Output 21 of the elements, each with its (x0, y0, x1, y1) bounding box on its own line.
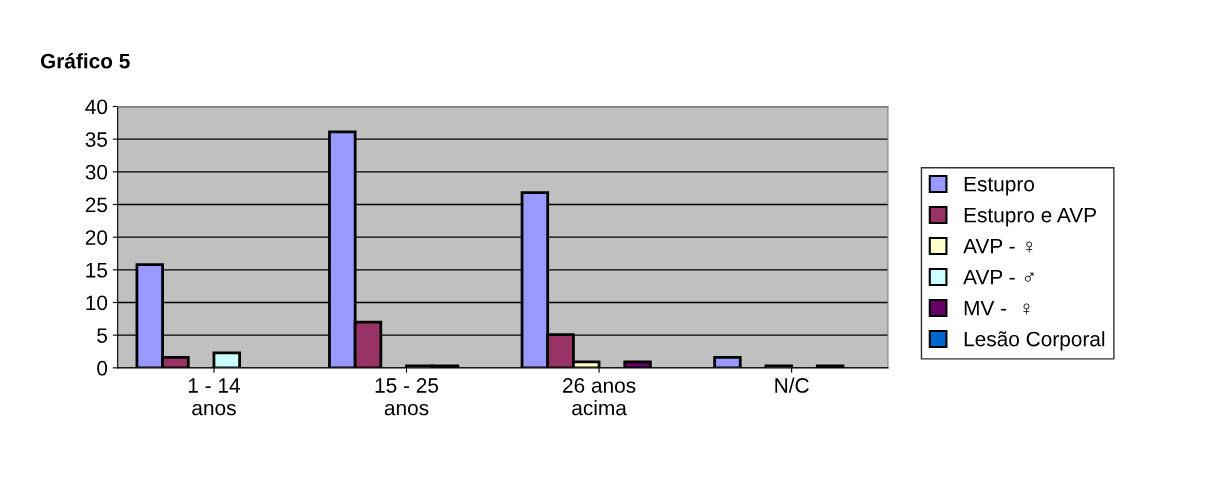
y-tick-label: 0 (97, 360, 108, 376)
y-tick-label: 15 (86, 263, 108, 278)
y-tick-label: 25 (85, 197, 108, 213)
bar (713, 356, 742, 368)
y-tick-label: 20 (85, 230, 108, 245)
legend-label: Estupro e AVP (964, 207, 1096, 227)
legend-label: MV - ♀ (964, 300, 1030, 316)
chart-title: Gráfico 5 (40, 53, 130, 69)
x-tick-label: N/C (775, 377, 809, 393)
x-tick-label: 15 - 25 anos (375, 378, 439, 416)
legend-label: Lesão Corporal (964, 331, 1105, 351)
x-tick-label: 26 anos acima (563, 378, 636, 416)
y-tick-label: 35 (85, 132, 108, 147)
x-tick-label: 1 - 14 anos (188, 378, 240, 416)
legend-label: AVP - ♀ (963, 238, 1033, 254)
legend-label: AVP - ♂ (963, 269, 1034, 285)
y-tick-label: 30 (85, 164, 108, 180)
y-tick-label: 10 (86, 295, 108, 311)
legend-label: Estupro (964, 176, 1035, 196)
y-tick-label: 40 (85, 99, 108, 115)
y-tick-label: 5 (97, 328, 108, 343)
